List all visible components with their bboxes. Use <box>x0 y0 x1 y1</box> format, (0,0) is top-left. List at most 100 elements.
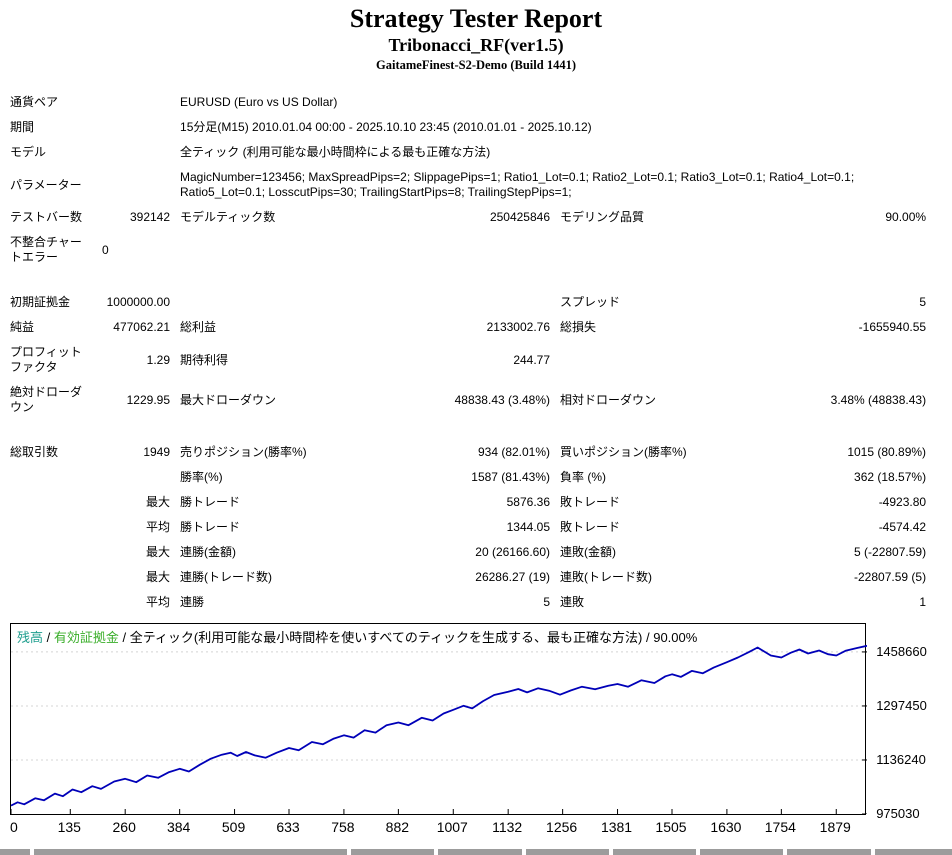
y-axis-label: 1297450 <box>876 697 927 713</box>
table-cell: 連勝(トレード数) <box>180 570 273 584</box>
table-cell: 5 <box>919 295 927 309</box>
table-cell: -22807.59 (5) <box>854 570 927 584</box>
table-cell: 連敗(トレード数) <box>560 570 653 584</box>
table-cell: 5 <box>543 595 551 609</box>
x-axis-label: 758 <box>331 819 355 835</box>
table-cell: 連勝 <box>180 595 205 609</box>
table-header-fragment <box>525 849 609 855</box>
table-cell: 934 (82.01%) <box>477 445 551 459</box>
table-cell: MagicNumber=123456; MaxSpreadPips=2; Sli… <box>180 170 855 199</box>
table-cell: プロフィットファクタ <box>10 345 82 374</box>
table-row: 最大 連勝(金額) 20 (26166.60) 連敗(金額) 5 (-22807.59) <box>2 540 928 565</box>
table-cell: 244.77 <box>513 352 551 367</box>
x-axis-label: 260 <box>112 819 136 835</box>
x-axis-label: 1007 <box>436 819 468 835</box>
table-cell: 平均 <box>146 595 171 609</box>
table-cell: -4923.80 <box>878 495 927 509</box>
table-row: 初期証拠金 1000000.00 スプレッド 5 <box>2 290 928 315</box>
table-cell: テストバー数 <box>10 210 83 224</box>
table-header-fragment <box>351 849 435 855</box>
table-cell: 20 (26166.60) <box>475 545 551 559</box>
x-axis-label: 1505 <box>655 819 687 835</box>
table-cell: 5 (-22807.59) <box>854 545 927 559</box>
table-cell: 250425846 <box>489 210 551 224</box>
y-axis-label: 975030 <box>876 806 920 821</box>
table-cell <box>2 490 94 515</box>
table-row: 平均 連勝 5 連敗 1 <box>2 590 928 615</box>
x-axis-label: 1256 <box>546 819 578 835</box>
table-row: 最大 連勝(トレード数) 26286.27 (19) 連敗(トレード数) -22807.… <box>2 565 928 590</box>
table-cell: パラメーター <box>10 177 82 192</box>
table-cell: モデル <box>10 145 47 159</box>
table-row: 純益 477062.21 総利益 2133002.76 総損失 -1655940.55 <box>2 315 928 340</box>
table-cell: 1 <box>919 595 927 609</box>
table-cell: 1015 (80.89%) <box>847 445 927 459</box>
table-cell: 362 (18.57%) <box>854 470 927 484</box>
table-cell: 総損失 <box>560 320 597 334</box>
table-cell: 初期証拠金 <box>10 295 71 309</box>
x-axis-labels: 0 135 260 384 509 633 758 882 1007 1132 1256 1381 15… <box>10 815 868 839</box>
table-cell: 最大 <box>146 495 171 509</box>
table-cell: 連敗(金額) <box>560 545 617 559</box>
table-cell: 1344.05 <box>506 520 551 534</box>
table-cell: 1229.95 <box>126 392 171 407</box>
table-header-fragment <box>33 849 348 855</box>
x-axis-label: 1132 <box>492 819 523 835</box>
x-axis-label: 135 <box>57 819 81 835</box>
table-cell: モデルティック数 <box>180 210 276 224</box>
table-cell: 連勝(金額) <box>180 545 237 559</box>
table-cell: 平均 <box>146 520 171 534</box>
table-row: 勝率(%) 1587 (81.43%) 負率 (%) 362 (18.57%) <box>2 465 928 490</box>
table-cell: 期間 <box>10 120 35 134</box>
table-header-fragment <box>438 849 522 855</box>
table-cell <box>552 340 710 380</box>
table-cell: 勝トレード <box>180 520 241 534</box>
table-cell: 総利益 <box>180 320 217 334</box>
x-axis-label: 0 <box>10 819 18 835</box>
y-axis-label: 1458660 <box>876 643 927 659</box>
x-axis-label: 509 <box>221 819 246 835</box>
table-cell: 1.29 <box>146 352 171 367</box>
spacer-row <box>2 270 928 290</box>
table-row: テストバー数 392142 モデルティック数 250425846 モデリング品質 90.0… <box>2 205 928 230</box>
legend-equity-label: 有効証拠金 <box>53 630 119 645</box>
table-row: 通貨ペア EURUSD (Euro vs US Dollar) <box>2 90 928 115</box>
table-cell: 売りポジション(勝率%) <box>180 445 307 459</box>
balance-chart-section: 残高 / 有効証拠金 / 全ティック(利用可能な最小時間枠を使いすべてのティック… <box>10 623 952 839</box>
x-axis-label: 633 <box>276 819 300 835</box>
spacer-cell <box>2 420 928 440</box>
report-table: 通貨ペア EURUSD (Euro vs US Dollar) 期間 15分足(M15… <box>2 90 928 615</box>
table-cell: 絶対ドローダウン <box>10 385 83 414</box>
table-row: プロフィットファクタ 1.29 期待利得 244.77 <box>2 340 928 380</box>
table-row: 期間 15分足(M15) 2010.01.04 00:00 - 2025.10.1… <box>2 115 928 140</box>
table-cell: モデリング品質 <box>560 210 645 224</box>
table-cell: 通貨ペア <box>10 95 59 109</box>
table-row: 最大 勝トレード 5876.36 敗トレード -4923.80 <box>2 490 928 515</box>
table-cell: 最大 <box>146 570 171 584</box>
table-row: モデル 全ティック (利用可能な最小時間枠による最も正確な方法) <box>2 140 928 165</box>
table-row: 不整合チャートエラー 0 <box>2 230 928 270</box>
table-cell: 26286.27 (19) <box>475 570 551 584</box>
spacer-row <box>2 420 928 440</box>
table-cell <box>710 340 928 380</box>
table-cell: 1587 (81.43%) <box>471 470 551 484</box>
legend-balance-label: 残高 <box>17 630 44 645</box>
table-cell: 買いポジション(勝率%) <box>560 445 687 459</box>
table-row: パラメーター MagicNumber=123456; MaxSpreadPips=… <box>2 165 928 205</box>
table-cell: 最大ドローダウン <box>180 392 277 407</box>
table-cell: 1000000.00 <box>106 295 171 309</box>
report-header: Strategy Tester Report Tribonacci_RF(ver… <box>0 0 952 74</box>
table-cell: 敗トレード <box>560 495 621 509</box>
table-cell: -1655940.55 <box>858 320 927 334</box>
table-cell: 勝トレード <box>180 495 241 509</box>
balance-line <box>11 644 867 807</box>
x-axis-label: 1879 <box>819 819 851 835</box>
page-title: Strategy Tester Report <box>349 4 603 33</box>
x-axis-label: 384 <box>166 819 191 835</box>
x-axis-label: 1754 <box>764 819 796 835</box>
table-cell: 90.00% <box>885 210 927 224</box>
table-cell: 392142 <box>129 210 171 224</box>
table-cell: 2133002.76 <box>486 320 551 334</box>
legend-model-text: / 全ティック(利用可能な最小時間枠を使いすべてのティックを生成する、最も正確な… <box>118 630 698 645</box>
